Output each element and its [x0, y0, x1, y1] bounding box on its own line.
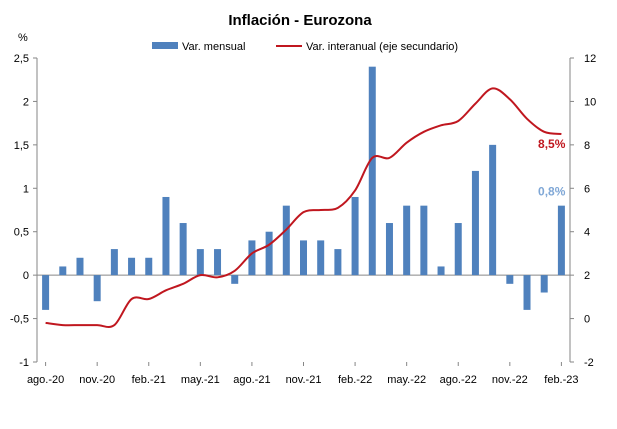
bar [489, 144, 497, 276]
x-tick-label: nov.-22 [492, 374, 528, 386]
left-tick-label: 1,5 [14, 140, 29, 152]
bar [334, 249, 342, 276]
legend: Var. mensual Var. interanual (eje secunda… [152, 41, 458, 53]
ticks-group: -1 -0,5 0 0,5 1 1,5 2 2,5 -2 0 2 4 6 8 10 12 ago.-20 nov.… [10, 53, 596, 386]
left-tick-label: 0 [23, 270, 29, 282]
data-label: 8,5% [538, 137, 566, 151]
bar [506, 275, 514, 284]
right-tick-label: 8 [584, 140, 590, 152]
bar [437, 266, 445, 276]
bar [420, 205, 428, 276]
bar [128, 257, 136, 276]
right-tick-label: -2 [584, 357, 594, 369]
x-tick-label: may.-22 [387, 374, 426, 386]
bar [351, 196, 359, 276]
bar [317, 240, 325, 276]
right-tick-label: 2 [584, 270, 590, 282]
bar [248, 240, 256, 276]
x-tick-label: may.-21 [181, 374, 220, 386]
legend-bar-swatch [152, 42, 178, 49]
bar [196, 249, 204, 276]
bar [282, 205, 290, 276]
bar [471, 170, 479, 276]
left-tick-label: 0,5 [14, 227, 29, 239]
left-tick-label: 2,5 [14, 53, 29, 65]
right-tick-label: 4 [584, 227, 590, 239]
x-tick-label: ago.-22 [440, 374, 477, 386]
x-tick-label: feb.-21 [132, 374, 166, 386]
bars-group [42, 66, 565, 310]
bar [454, 223, 462, 276]
right-tick-label: 0 [584, 314, 590, 326]
left-tick-label: -0,5 [10, 314, 29, 326]
right-tick-label: 10 [584, 96, 596, 108]
chart-title: Inflación - Eurozona [228, 12, 372, 29]
legend-bar-label: Var. mensual [182, 41, 245, 53]
right-tick-label: 6 [584, 183, 590, 195]
bar [231, 275, 239, 284]
bar [59, 266, 67, 276]
bar [162, 196, 170, 276]
bar [403, 205, 411, 276]
x-tick-label: nov.-21 [286, 374, 322, 386]
bar [300, 240, 307, 276]
x-tick-label: feb.-23 [544, 374, 578, 386]
data-label: 0,8% [538, 185, 566, 199]
bar [214, 249, 222, 276]
legend-line-label: Var. interanual (eje secundario) [306, 41, 458, 53]
left-tick-label: -1 [19, 357, 29, 369]
bar [557, 205, 565, 276]
bar [385, 223, 393, 276]
series-line [45, 87, 562, 328]
line-group [45, 87, 562, 328]
annotations-group: 8,5% 0,8% [538, 137, 566, 199]
x-tick-label: feb.-22 [338, 374, 372, 386]
bar [179, 223, 187, 276]
left-tick-label: 2 [23, 96, 29, 108]
bar [93, 275, 101, 302]
bar [540, 275, 548, 293]
bar [265, 231, 273, 276]
bar [110, 249, 118, 276]
x-tick-label: ago.-20 [27, 374, 64, 386]
right-tick-label: 12 [584, 53, 596, 65]
bar [76, 257, 84, 276]
left-tick-label: 1 [23, 183, 29, 195]
x-tick-label: ago.-21 [233, 374, 270, 386]
x-tick-label: nov.-20 [79, 374, 115, 386]
bar [42, 275, 50, 310]
bar [145, 257, 153, 276]
bar [368, 66, 376, 276]
left-axis-unit: % [18, 32, 28, 44]
bar [523, 275, 531, 310]
